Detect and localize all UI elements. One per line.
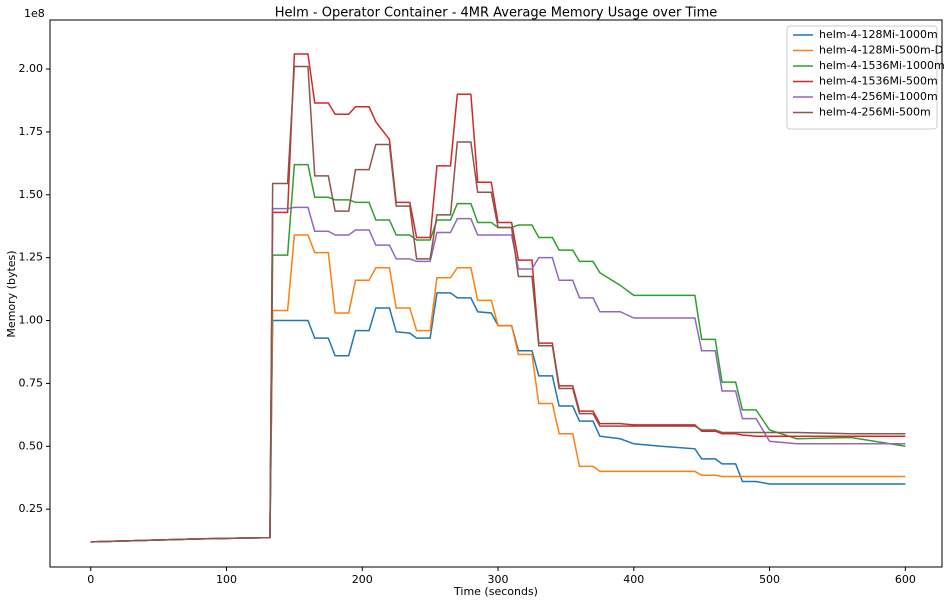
y-tick-label: 0.50 (19, 439, 44, 452)
x-tick-label: 600 (895, 573, 916, 586)
x-tick-label: 100 (216, 573, 237, 586)
series-line (90, 163, 906, 543)
legend-label: helm-4-1536Mi-500m (819, 75, 938, 88)
legend-label: helm-4-256Mi-500m (819, 106, 931, 119)
series-line (90, 65, 906, 543)
series-line (90, 206, 906, 543)
plot-frame (49, 19, 943, 568)
legend-label: helm-4-256Mi-1000m (819, 90, 938, 103)
legend-label: helm-4-128Mi-1000m (819, 28, 938, 41)
y-tick-label: 2.00 (19, 62, 44, 75)
y-tick-label: 0.75 (19, 376, 44, 389)
series-line (90, 292, 906, 543)
series-line (90, 234, 906, 543)
x-tick-label: 300 (488, 573, 509, 586)
y-tick-label: 1.50 (19, 188, 44, 201)
x-axis-label: Time (seconds) (453, 585, 538, 598)
legend-label: helm-4-128Mi-500m-D (819, 44, 943, 57)
y-tick-label: 1.75 (19, 125, 44, 138)
legend-box (786, 25, 938, 130)
x-tick-label: 200 (352, 573, 373, 586)
chart-title: Helm - Operator Container - 4MR Average … (275, 6, 718, 21)
y-axis-label: Memory (bytes) (5, 250, 18, 337)
y-tick-label: 1.25 (19, 251, 44, 264)
x-tick-label: 0 (87, 573, 94, 586)
x-tick-label: 500 (759, 573, 780, 586)
x-tick-label: 400 (623, 573, 644, 586)
y-tick-label: 0.25 (19, 502, 44, 515)
legend-label: helm-4-1536Mi-1000m (819, 59, 945, 72)
y-offset-label: 1e8 (24, 7, 45, 20)
series-line (90, 53, 906, 543)
y-tick-label: 1.00 (19, 314, 44, 327)
